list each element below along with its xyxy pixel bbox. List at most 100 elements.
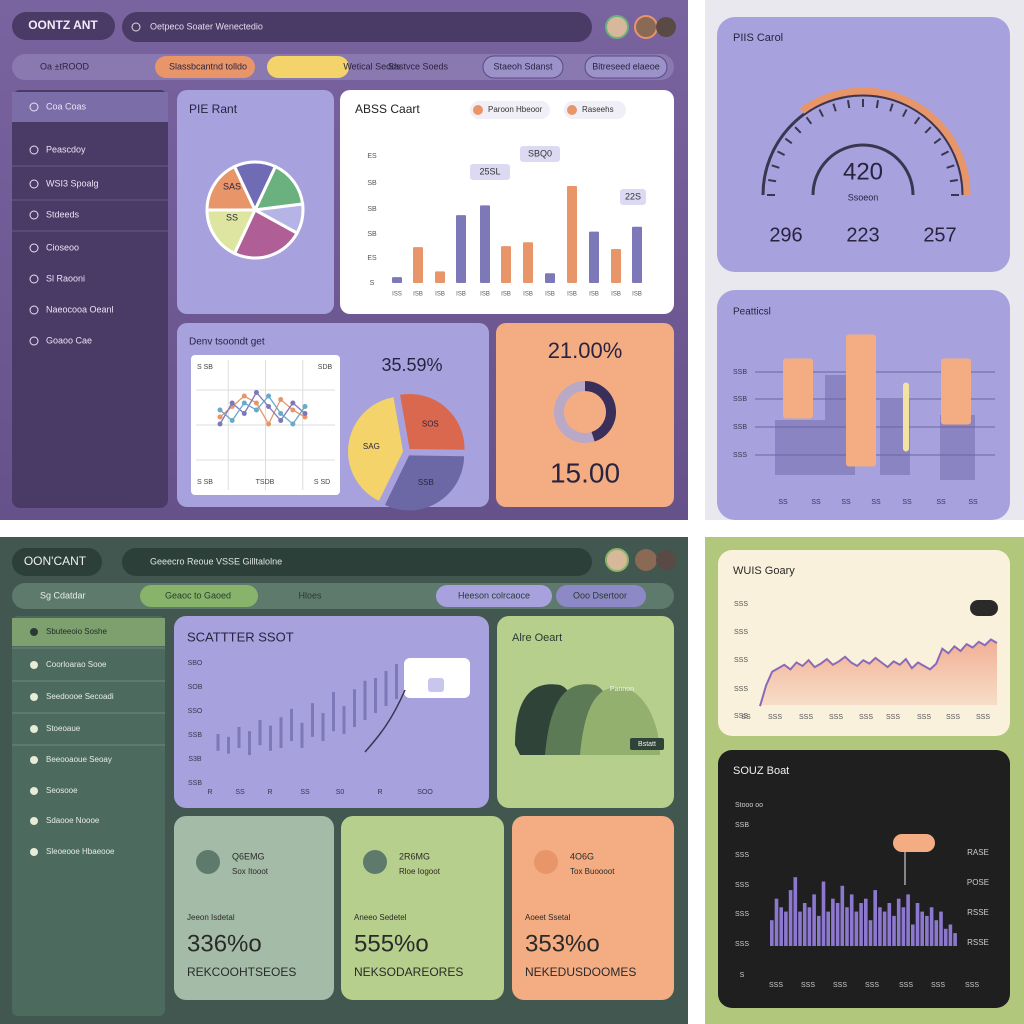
sidebar xyxy=(12,90,168,508)
slice-label: SAG xyxy=(363,442,380,451)
bar xyxy=(784,911,788,946)
search-bar[interactable] xyxy=(122,548,592,576)
tab[interactable] xyxy=(140,585,258,607)
x-tick-label: SS xyxy=(778,499,788,506)
x-tick-label: ISB xyxy=(523,292,533,298)
kpi-code: Q6EMG xyxy=(232,851,265,861)
x-tick-label: SSS xyxy=(859,714,873,721)
tab-label: Oa ±tROOD xyxy=(40,61,89,71)
y-tick-label: SSS xyxy=(734,629,748,636)
label: SAS xyxy=(223,181,241,191)
y-tick-label: SSS xyxy=(733,452,747,459)
range-bar xyxy=(903,382,909,452)
bar xyxy=(435,271,445,283)
bar xyxy=(878,907,882,946)
sidebar-item: Cioseoo xyxy=(46,242,79,252)
sidebar-item: Peascdoy xyxy=(46,144,86,154)
avatar[interactable] xyxy=(656,17,676,37)
button[interactable] xyxy=(970,600,998,616)
x-tick-label: SSS xyxy=(899,982,913,989)
tab[interactable] xyxy=(155,56,255,78)
bar xyxy=(915,903,920,946)
candle xyxy=(216,734,220,751)
y-tick-label: S3B xyxy=(188,756,202,763)
tab[interactable] xyxy=(267,56,349,78)
callout xyxy=(520,146,560,162)
x-tick-label: SS xyxy=(741,714,751,721)
gauge-inner xyxy=(811,143,915,196)
slice-label: SOS xyxy=(422,420,439,429)
background-shape xyxy=(775,375,975,480)
avatar[interactable] xyxy=(635,549,657,571)
x-tick-label: ISB xyxy=(589,292,599,298)
bar xyxy=(774,898,779,946)
avatar[interactable] xyxy=(656,550,676,570)
sidebar-item: Naeocooa Oeanl xyxy=(46,304,114,314)
avatar[interactable] xyxy=(605,548,629,572)
search-bar[interactable] xyxy=(122,12,592,42)
brand: OON'CANT xyxy=(24,554,87,568)
sidebar-icon xyxy=(29,274,39,284)
kpi-label: Jeeon Isdetal xyxy=(187,913,235,922)
sidebar-icon xyxy=(30,756,38,764)
card xyxy=(174,616,489,808)
tab-label: Sg Cdatdar xyxy=(40,590,86,600)
y-tick-label: SB xyxy=(367,180,377,187)
x-tick-label: SSS xyxy=(865,982,879,989)
tab[interactable] xyxy=(556,585,646,607)
tab[interactable] xyxy=(436,585,552,607)
bar xyxy=(840,885,845,946)
sidebar-item: Coorloarao Sooe xyxy=(46,660,107,669)
bar xyxy=(807,907,812,946)
area-fill xyxy=(760,639,997,707)
kpi-label: Aneeo Sedetel xyxy=(354,913,407,922)
x-tick-label: SSS xyxy=(799,714,813,721)
avatar[interactable] xyxy=(634,15,658,39)
candle xyxy=(395,664,398,699)
candle xyxy=(384,671,388,706)
line-series xyxy=(219,391,306,425)
brand: OONTZ ANT xyxy=(28,18,98,32)
gauge-tick xyxy=(913,116,921,125)
kpi-sub: Rloe Iogoot xyxy=(399,867,441,876)
axis-label: TSDB xyxy=(256,479,275,486)
tab-label: Staeoh Sdanst xyxy=(493,61,553,71)
legend-label: Paroon Hbeoor xyxy=(488,105,543,114)
y-tick-label: SSS xyxy=(734,657,748,664)
x-tick-label: SSS xyxy=(946,714,960,721)
pie-slice xyxy=(400,393,465,450)
sidebar-item: Stdeeds xyxy=(46,209,80,219)
brand-pill xyxy=(12,12,115,40)
bar xyxy=(887,903,892,946)
callout-label: SBQ0 xyxy=(528,148,552,158)
x-tick-label: SS xyxy=(902,499,912,506)
y-tick-label: SSS xyxy=(734,601,748,608)
axis-label: S SB xyxy=(197,364,213,371)
area-label: Bstatt xyxy=(638,741,656,748)
gauge-tick xyxy=(949,178,958,183)
sidebar-icon xyxy=(29,305,39,315)
y-tick-label: SSB xyxy=(188,732,202,739)
y-tick-label: ES xyxy=(367,153,377,160)
tab[interactable] xyxy=(482,55,564,79)
gauge-tick xyxy=(875,100,880,109)
sidebar-item: Coa Coas xyxy=(46,101,87,111)
tab[interactable] xyxy=(584,55,668,79)
bar xyxy=(812,894,816,946)
bar xyxy=(925,915,929,946)
bar xyxy=(821,881,826,946)
range-bar xyxy=(941,358,971,425)
x-tick-label: SSS xyxy=(931,982,945,989)
candle xyxy=(237,727,241,748)
search-text: Oetpeco Soater Wenectedio xyxy=(150,21,263,31)
bar xyxy=(779,907,783,946)
x-tick-label: ISB xyxy=(501,292,511,298)
x-tick-label: ISS xyxy=(392,292,402,298)
avatar[interactable] xyxy=(605,15,629,39)
side-label: RSSE xyxy=(967,908,989,917)
card-title: Peatticsl xyxy=(733,307,771,318)
tab-label: Ooo Dsertoor xyxy=(573,590,627,600)
y-tick-label: SSS xyxy=(735,911,749,918)
sidebar-icon xyxy=(30,817,38,825)
